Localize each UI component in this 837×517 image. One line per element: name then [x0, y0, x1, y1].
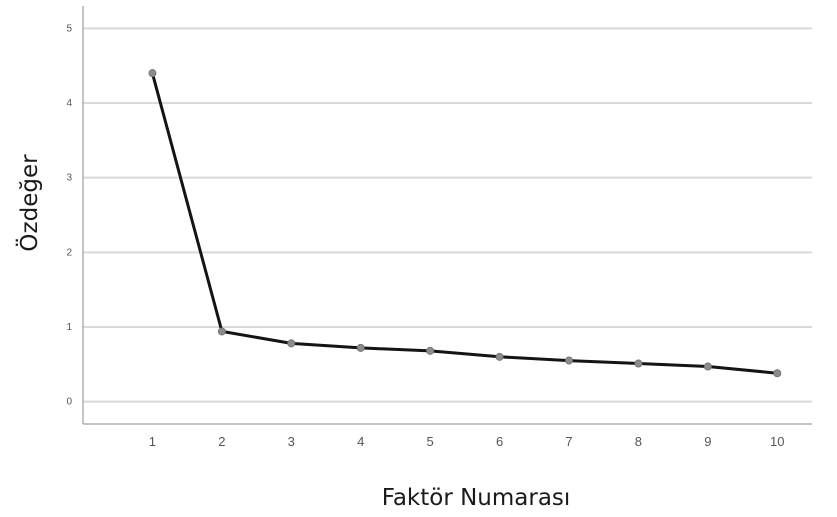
x-tick-label-5: 5 — [427, 434, 434, 449]
y-tick-label-4: 4 — [66, 98, 72, 109]
x-tick-label-6: 6 — [496, 434, 503, 449]
data-point-9 — [703, 362, 712, 371]
x-tick-label-7: 7 — [565, 434, 572, 449]
y-tick-label-0: 0 — [66, 397, 72, 408]
x-tick-label-2: 2 — [218, 434, 225, 449]
series-eigenvalues — [148, 69, 782, 378]
y-tick-label-2: 2 — [66, 247, 72, 258]
x-tick-label-3: 3 — [288, 434, 295, 449]
x-tick-label-9: 9 — [704, 434, 711, 449]
data-point-4 — [356, 343, 365, 352]
series-line-0 — [150, 71, 779, 375]
data-point-3 — [287, 339, 296, 348]
data-point-6 — [495, 352, 504, 361]
y-tick-labels: 0 1 2 3 4 5 — [66, 23, 72, 407]
gridlines — [83, 27, 812, 403]
x-tick-label-8: 8 — [635, 434, 642, 449]
y-tick-label-1: 1 — [66, 322, 72, 333]
data-point-5 — [426, 346, 435, 355]
x-tick-label-1: 1 — [149, 434, 156, 449]
y-axis-title: Özdeğer — [15, 154, 43, 252]
data-point-1 — [148, 69, 157, 78]
data-point-7 — [565, 356, 574, 365]
data-point-10 — [773, 369, 782, 378]
x-tick-label-4: 4 — [357, 434, 364, 449]
data-point-8 — [634, 359, 643, 368]
y-tick-label-5: 5 — [66, 23, 72, 34]
data-point-2 — [217, 327, 226, 336]
x-axis-title: Faktör Numarası — [382, 485, 571, 511]
y-tick-label-3: 3 — [66, 173, 72, 184]
x-tick-labels: 1 2 3 4 5 6 7 8 9 10 — [149, 434, 785, 449]
axes — [82, 6, 812, 425]
x-tick-label-10: 10 — [770, 434, 784, 449]
